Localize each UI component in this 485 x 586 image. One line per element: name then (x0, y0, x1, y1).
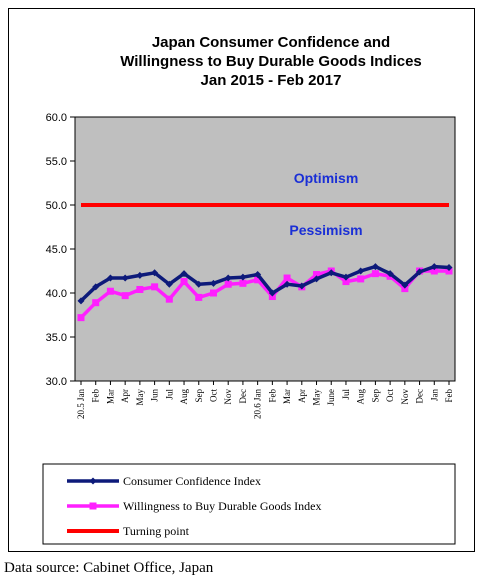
series-point-1 (371, 270, 379, 278)
data-source-note: Data source: Cabinet Office, Japan (4, 560, 214, 576)
legend-label-1: Willingness to Buy Durable Goods Index (123, 499, 322, 513)
y-tick-label: 50.0 (46, 200, 67, 212)
legend-label-2: Turning point (123, 524, 190, 538)
series-point-0 (298, 282, 306, 290)
series-point-0 (92, 283, 100, 291)
x-tick-label: 20.5 Jan (76, 389, 86, 419)
series-point-1 (121, 292, 129, 300)
x-axis: 20.5 Jan Feb Mar Apr May Jun Jul Aug Sep Oct Nov De… (76, 381, 454, 419)
series-point-0 (416, 268, 424, 276)
x-tick-label: Feb (267, 389, 277, 403)
y-tick-label: 40.0 (46, 288, 67, 300)
x-tick-label: Aug (356, 389, 366, 405)
optimism-label: Optimism (294, 170, 359, 186)
legend-marker-1 (89, 502, 97, 510)
legend: Consumer Confidence Index Willingness to … (67, 474, 322, 538)
x-tick-label: Jun (150, 389, 160, 402)
series-point-0 (357, 267, 365, 275)
series-point-0 (401, 281, 409, 289)
series-point-1 (106, 287, 114, 295)
x-tick-label: May (135, 389, 145, 406)
series-point-0 (283, 280, 291, 288)
series-point-1 (136, 285, 144, 293)
series-point-1 (180, 278, 188, 286)
legend-label-0: Consumer Confidence Index (123, 474, 261, 488)
series-point-0 (77, 297, 85, 305)
pessimism-label: Pessimism (289, 222, 362, 238)
x-tick-label: Feb (91, 389, 101, 403)
series-point-1 (430, 267, 438, 275)
series-point-0 (239, 273, 247, 281)
series-point-1 (254, 276, 262, 284)
y-tick-label: 30.0 (46, 376, 67, 388)
series-point-0 (151, 269, 159, 277)
series-point-1 (151, 283, 159, 291)
x-tick-label: Mar (105, 389, 115, 404)
series-point-1 (209, 289, 217, 297)
y-axis: 60.0 55.0 50.0 45.0 40.0 35.0 30.0 (46, 112, 75, 388)
series-point-0 (268, 289, 276, 297)
series-layer (77, 203, 453, 322)
series-point-1 (195, 293, 203, 301)
y-tick-label: 45.0 (46, 244, 67, 256)
series-point-1 (224, 280, 232, 288)
x-tick-label: Jan (429, 389, 439, 401)
series-point-0 (386, 270, 394, 278)
series-point-1 (239, 279, 247, 287)
legend-marker-0 (89, 477, 97, 485)
series-point-0 (165, 280, 173, 288)
x-tick-label: Sep (370, 389, 380, 403)
x-tick-label: Dec (238, 389, 248, 404)
x-tick-label: Oct (208, 389, 218, 402)
series-point-0 (195, 280, 203, 288)
y-tick-label: 60.0 (46, 112, 67, 124)
series-point-1 (268, 293, 276, 301)
series-point-1 (342, 278, 350, 286)
x-tick-label: Nov (400, 389, 410, 405)
series-point-0 (106, 274, 114, 282)
series-point-1 (92, 299, 100, 307)
y-tick-label: 55.0 (46, 156, 67, 168)
series-point-0 (224, 274, 232, 282)
x-tick-label: Oct (385, 389, 395, 402)
series-point-0 (371, 263, 379, 271)
y-tick-label: 35.0 (46, 332, 67, 344)
x-tick-label: June (326, 389, 336, 406)
series-point-1 (357, 275, 365, 283)
plot-area (74, 116, 456, 382)
series-point-0 (209, 279, 217, 287)
series-point-0 (180, 270, 188, 278)
series-point-1 (77, 314, 85, 322)
series-point-0 (254, 271, 262, 279)
series-point-0 (445, 263, 453, 271)
series-point-1 (313, 271, 321, 279)
x-tick-label: May (312, 389, 322, 406)
series-point-1 (165, 295, 173, 303)
series-point-0 (342, 273, 350, 281)
series-point-0 (430, 263, 438, 271)
series-point-0 (136, 271, 144, 279)
series-point-0 (327, 269, 335, 277)
chart-title-line-1: Japan Consumer Confidence and (152, 34, 390, 51)
chart-svg: Japan Consumer Confidence and Willingnes… (42, 34, 456, 545)
series-point-0 (313, 275, 321, 283)
chart-title-line-3: Jan 2015 - Feb 2017 (201, 72, 342, 89)
x-tick-label: Jul (341, 389, 351, 400)
x-tick-label: Apr (297, 389, 307, 403)
series-point-1 (283, 274, 291, 282)
x-tick-label: Aug (179, 389, 189, 405)
x-tick-label: Dec (415, 389, 425, 404)
series-point-0 (121, 274, 129, 282)
x-tick-label: 20.6 Jan (253, 389, 263, 419)
x-tick-label: Jul (164, 389, 174, 400)
x-tick-label: Sep (194, 389, 204, 403)
x-tick-label: Apr (120, 389, 130, 403)
x-tick-label: Feb (444, 389, 454, 403)
x-tick-label: Nov (223, 389, 233, 405)
chart-frame: Japan Consumer Confidence and Willingnes… (8, 8, 475, 552)
x-tick-label: Mar (282, 389, 292, 404)
series-point-1 (401, 285, 409, 293)
series-point-1 (445, 267, 453, 275)
chart-title-line-2: Willingness to Buy Durable Goods Indices (120, 53, 422, 70)
